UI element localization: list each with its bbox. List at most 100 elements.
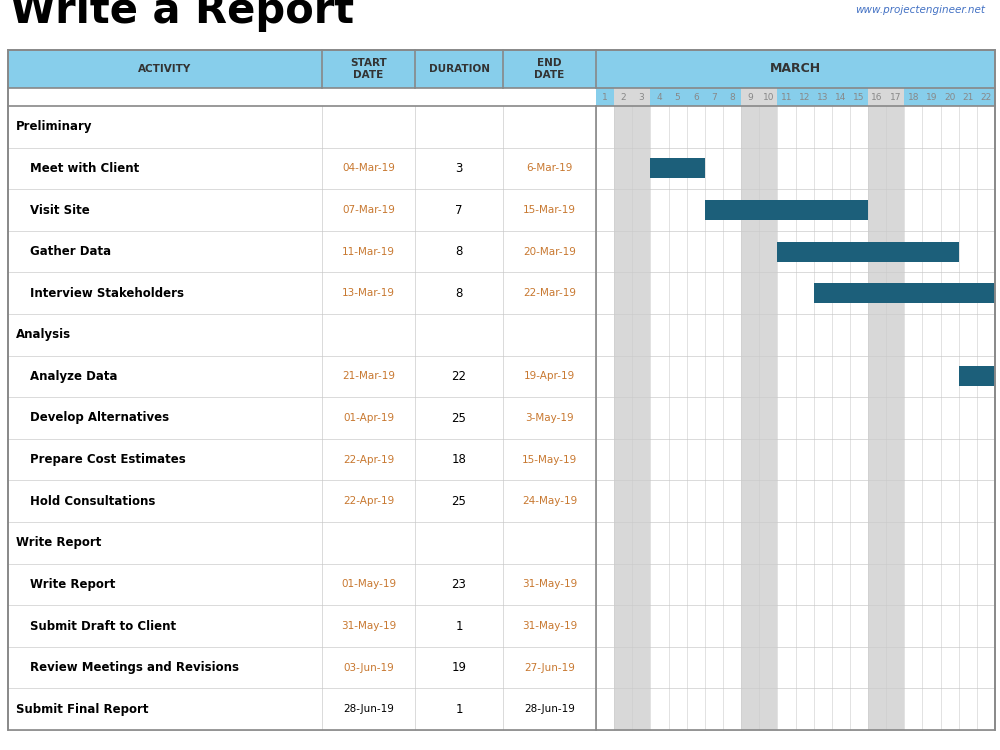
- Bar: [741, 106, 759, 730]
- Text: 07-Mar-19: 07-Mar-19: [342, 205, 395, 215]
- Text: 04-Mar-19: 04-Mar-19: [342, 164, 395, 173]
- Text: 22-Apr-19: 22-Apr-19: [343, 454, 394, 464]
- Bar: [814, 284, 995, 303]
- Text: 01-May-19: 01-May-19: [341, 580, 396, 590]
- Text: Preliminary: Preliminary: [16, 120, 92, 134]
- Bar: [8, 50, 995, 88]
- Text: 24-May-19: 24-May-19: [522, 496, 577, 506]
- Bar: [959, 367, 995, 386]
- Text: Write a Report: Write a Report: [10, 0, 354, 32]
- Bar: [705, 200, 868, 220]
- Text: Interview Stakeholders: Interview Stakeholders: [30, 286, 184, 300]
- Text: 25: 25: [452, 412, 466, 424]
- Text: 20: 20: [944, 92, 955, 101]
- Text: 5: 5: [675, 92, 680, 101]
- Text: 25: 25: [452, 495, 466, 508]
- Text: 1: 1: [602, 92, 608, 101]
- Text: DURATION: DURATION: [428, 64, 490, 74]
- Text: 11: 11: [781, 92, 792, 101]
- Text: 22: 22: [452, 370, 466, 383]
- Bar: [614, 106, 632, 730]
- Bar: [868, 106, 886, 730]
- Text: ACTIVITY: ACTIVITY: [138, 64, 192, 74]
- Text: 22: 22: [980, 92, 992, 101]
- Text: END
DATE: END DATE: [534, 58, 565, 80]
- Bar: [741, 88, 759, 106]
- Text: 31-May-19: 31-May-19: [341, 621, 396, 631]
- Bar: [596, 88, 995, 106]
- Text: 1: 1: [455, 703, 463, 715]
- Text: 22-Mar-19: 22-Mar-19: [523, 288, 576, 298]
- Text: 12: 12: [799, 92, 810, 101]
- Text: 10: 10: [763, 92, 774, 101]
- Text: Submit Draft to Client: Submit Draft to Client: [30, 620, 176, 632]
- Bar: [886, 106, 904, 730]
- Text: 1: 1: [455, 620, 463, 632]
- Text: Meet with Client: Meet with Client: [30, 162, 139, 175]
- Text: 6-Mar-19: 6-Mar-19: [526, 164, 573, 173]
- Bar: [650, 158, 705, 178]
- Text: 27-Jun-19: 27-Jun-19: [524, 662, 575, 673]
- Text: 23: 23: [452, 578, 466, 591]
- Bar: [614, 88, 632, 106]
- Text: 3: 3: [638, 92, 644, 101]
- Text: 28-Jun-19: 28-Jun-19: [524, 704, 575, 714]
- Text: 18: 18: [908, 92, 919, 101]
- Text: 3-May-19: 3-May-19: [525, 413, 574, 423]
- Text: 14: 14: [835, 92, 847, 101]
- Text: 2: 2: [620, 92, 626, 101]
- Text: 11-Mar-19: 11-Mar-19: [342, 247, 395, 256]
- Text: 19: 19: [926, 92, 937, 101]
- Bar: [759, 88, 777, 106]
- Text: 13: 13: [817, 92, 828, 101]
- Text: 6: 6: [693, 92, 699, 101]
- Text: Gather Data: Gather Data: [30, 245, 111, 258]
- Text: Analyze Data: Analyze Data: [30, 370, 118, 383]
- Text: 31-May-19: 31-May-19: [522, 621, 577, 631]
- Bar: [868, 88, 886, 106]
- Text: Visit Site: Visit Site: [30, 203, 90, 217]
- Text: Write Report: Write Report: [30, 578, 115, 591]
- Text: 4: 4: [657, 92, 662, 101]
- Text: 13-Mar-19: 13-Mar-19: [342, 288, 395, 298]
- Text: 9: 9: [747, 92, 753, 101]
- Text: 21: 21: [962, 92, 973, 101]
- Text: Develop Alternatives: Develop Alternatives: [30, 412, 169, 424]
- Bar: [8, 88, 596, 106]
- Text: 21-Mar-19: 21-Mar-19: [342, 371, 395, 382]
- Text: 01-Apr-19: 01-Apr-19: [343, 413, 394, 423]
- Bar: [632, 88, 650, 106]
- Text: 7: 7: [711, 92, 717, 101]
- Text: 17: 17: [890, 92, 901, 101]
- Text: Review Meetings and Revisions: Review Meetings and Revisions: [30, 661, 239, 674]
- Text: 8: 8: [455, 245, 463, 258]
- Text: 19: 19: [452, 661, 466, 674]
- Text: 03-Jun-19: 03-Jun-19: [343, 662, 394, 673]
- Text: 18: 18: [452, 453, 466, 466]
- Bar: [886, 88, 904, 106]
- Text: START
DATE: START DATE: [350, 58, 387, 80]
- Text: www.projectengineer.net: www.projectengineer.net: [855, 5, 985, 15]
- Text: 7: 7: [455, 203, 463, 217]
- Text: 8: 8: [729, 92, 735, 101]
- Text: Prepare Cost Estimates: Prepare Cost Estimates: [30, 453, 186, 466]
- Text: Submit Final Report: Submit Final Report: [16, 703, 148, 715]
- Text: Analysis: Analysis: [16, 328, 71, 341]
- Bar: [632, 106, 650, 730]
- Text: 28-Jun-19: 28-Jun-19: [343, 704, 394, 714]
- Text: 22-Apr-19: 22-Apr-19: [343, 496, 394, 506]
- Text: 15-Mar-19: 15-Mar-19: [523, 205, 576, 215]
- Text: 15-May-19: 15-May-19: [522, 454, 577, 464]
- Text: 15: 15: [853, 92, 865, 101]
- Text: Write Report: Write Report: [16, 536, 101, 549]
- Text: 8: 8: [455, 286, 463, 300]
- Text: 16: 16: [871, 92, 883, 101]
- Text: 31-May-19: 31-May-19: [522, 580, 577, 590]
- Bar: [759, 106, 777, 730]
- Text: 3: 3: [455, 162, 463, 175]
- Bar: [777, 242, 959, 262]
- Text: Hold Consultations: Hold Consultations: [30, 495, 155, 508]
- Text: MARCH: MARCH: [770, 62, 821, 76]
- Text: 20-Mar-19: 20-Mar-19: [523, 247, 576, 256]
- Text: 19-Apr-19: 19-Apr-19: [524, 371, 575, 382]
